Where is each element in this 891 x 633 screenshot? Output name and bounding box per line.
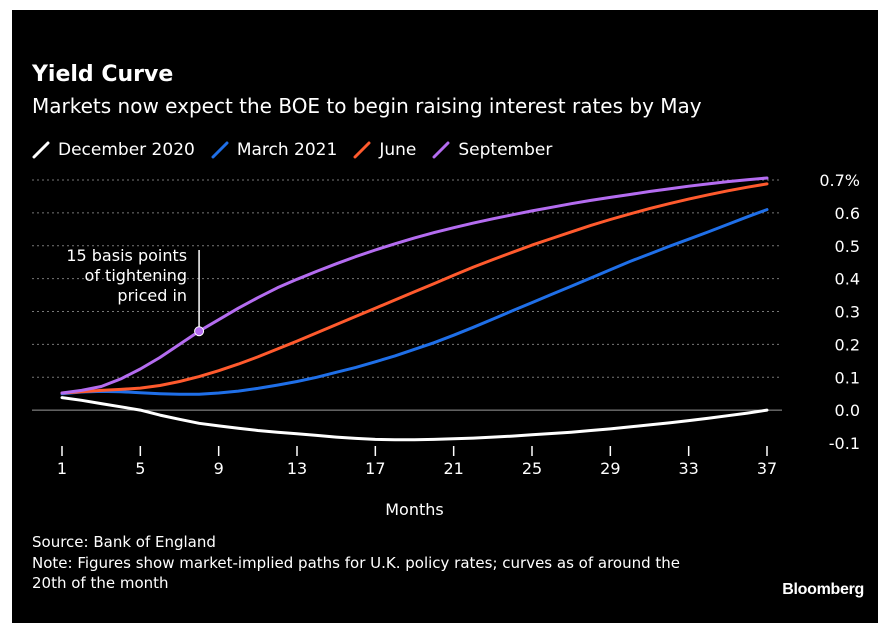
legend-stroke (211, 141, 229, 159)
legend-swatch-september (432, 141, 450, 159)
legend-label: March 2021 (236, 140, 338, 160)
x-tick-label: 21 (443, 459, 463, 478)
series-line-march-2021 (60, 208, 769, 396)
chart-subtitle: Markets now expect the BOE to begin rais… (32, 94, 702, 118)
x-tick-label: 29 (600, 459, 620, 478)
annotation-text-line: of tightening (85, 266, 188, 285)
legend-item-september: September (432, 140, 552, 160)
legend-label: September (458, 140, 553, 160)
annotation-text-line: priced in (117, 286, 187, 305)
legend-item-march-2021: March 2021 (211, 140, 338, 160)
x-tick-label: 13 (287, 459, 307, 478)
chart-legend: December 2020 March 2021 June September (32, 138, 568, 162)
chart-frame: Yield Curve Markets now expect the BOE t… (12, 10, 878, 623)
x-tick-label: 33 (678, 459, 698, 478)
chart-title: Yield Curve (32, 62, 174, 87)
x-axis-label: Months (385, 500, 443, 519)
legend-swatch-june (353, 141, 371, 159)
series-line-september (60, 176, 769, 395)
legend-item-june: June (353, 140, 416, 160)
x-tick-label: 25 (522, 459, 542, 478)
y-tick-label: 0.5 (835, 237, 860, 256)
legend-item-december-2020: December 2020 (32, 140, 195, 160)
annotation-marker (194, 326, 205, 337)
y-tick-label: 0.0 (835, 401, 860, 420)
series-line-june (60, 182, 769, 395)
line-chart: -0.1 0.0 0.1 0.2 0.3 0.4 0.5 0.6 0.7% 1 5 9 13 17 21 25… (32, 171, 860, 519)
x-tick-label: 9 (214, 459, 224, 478)
y-tick-label: 0.7% (819, 171, 860, 190)
x-tick-label: 17 (365, 459, 385, 478)
annotation-text-line: 15 basis points (66, 246, 187, 265)
bloomberg-logo: Bloomberg (782, 581, 864, 598)
footnote: Note: Figures show market-implied paths … (32, 554, 681, 592)
y-tick-label: 0.4 (835, 270, 860, 289)
y-tick-label: -0.1 (829, 434, 860, 453)
y-tick-label: 0.1 (835, 368, 860, 387)
legend-stroke (32, 141, 50, 159)
series-line-december-2020 (60, 396, 769, 442)
legend-swatch-december-2020 (32, 141, 50, 159)
y-tick-label: 0.2 (835, 335, 860, 354)
legend-swatch-march-2021 (211, 141, 229, 159)
y-tick-label: 0.6 (835, 204, 860, 223)
x-tick-label: 5 (135, 459, 145, 478)
x-tick-label: 1 (57, 459, 67, 478)
legend-label: December 2020 (58, 140, 195, 160)
y-tick-label: 0.3 (835, 303, 860, 322)
legend-stroke (353, 141, 371, 159)
source-note: Source: Bank of England (32, 533, 216, 551)
legend-stroke (432, 141, 450, 159)
legend-label: June (379, 140, 417, 160)
x-tick-label: 37 (757, 459, 777, 478)
